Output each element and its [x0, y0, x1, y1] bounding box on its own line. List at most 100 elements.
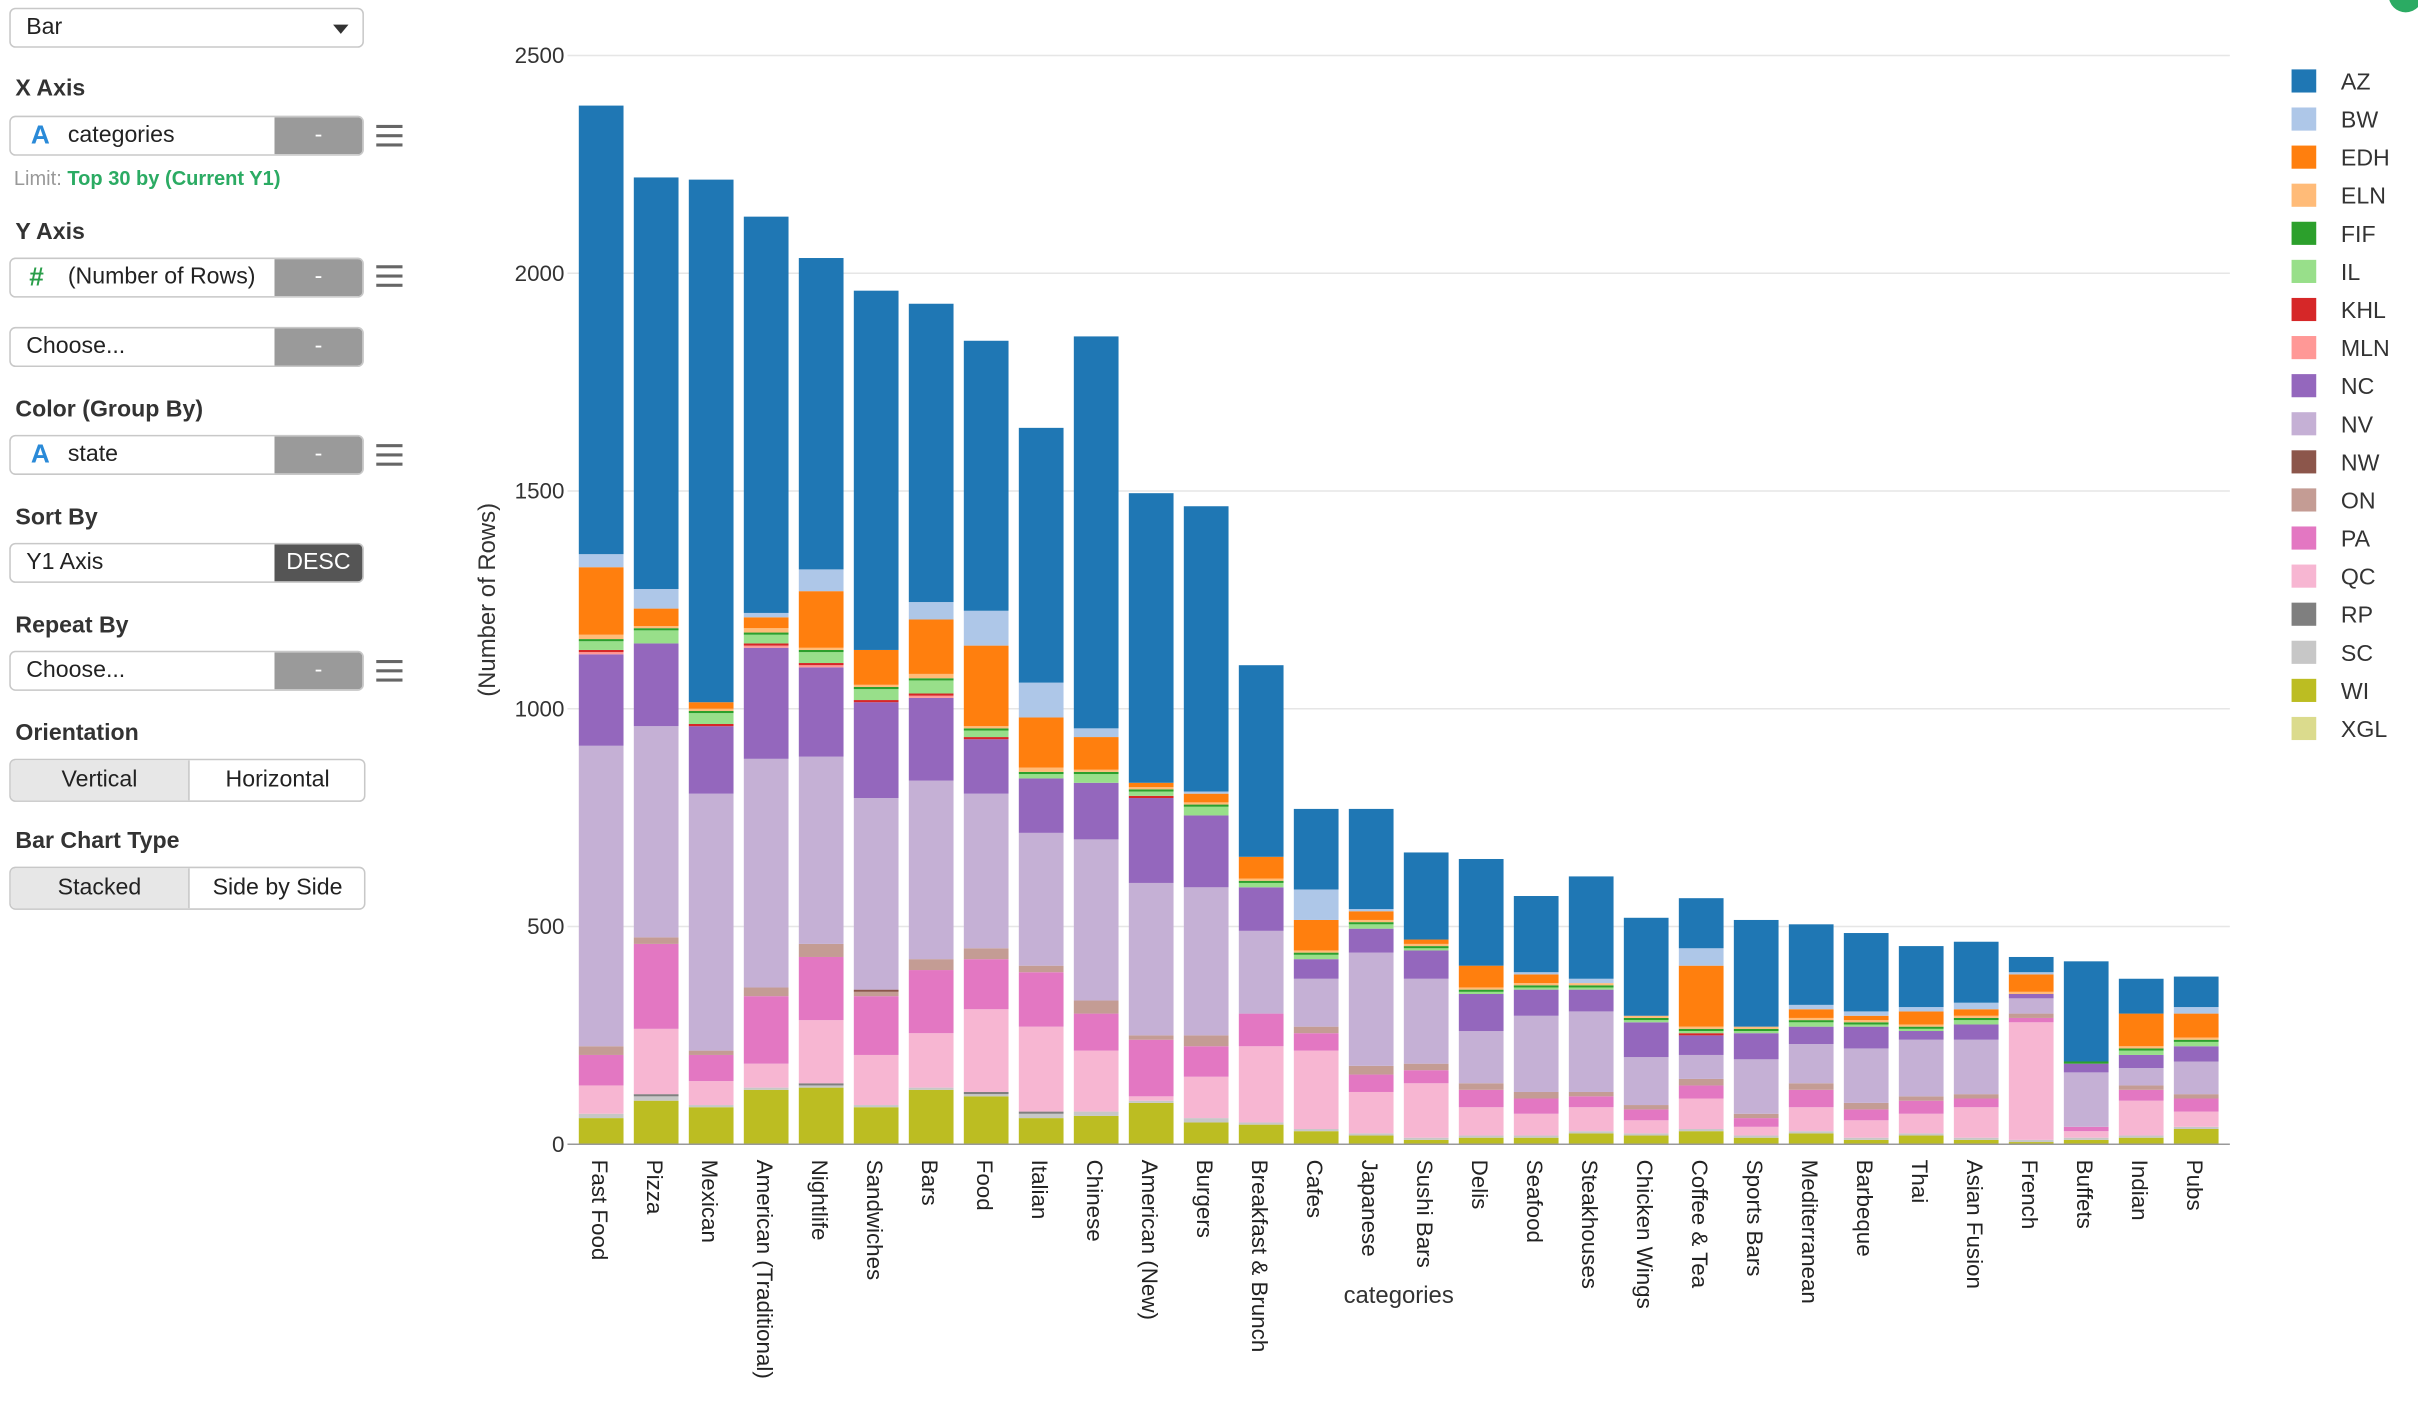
bar-segment [1128, 1039, 1174, 1097]
bar-segment [1128, 787, 1174, 790]
bar-segment [2063, 1061, 2109, 1064]
bar-segment [853, 689, 899, 701]
bar-segment [2173, 1061, 2219, 1095]
bar-type-stacked-option[interactable]: Stacked [10, 868, 190, 909]
bar-segment [2008, 998, 2054, 1014]
bar-segment [2173, 1128, 2219, 1145]
status-indicator [2388, 0, 2418, 13]
bar-type-side-by-side-option[interactable]: Side by Side [212, 874, 343, 901]
bar-segment [2173, 1041, 2219, 1047]
bar-segment [1238, 882, 1284, 888]
sort-order-button[interactable]: DESC [274, 544, 363, 582]
bar-segment [1953, 1094, 1999, 1099]
color-field-select[interactable]: A state - [9, 434, 364, 475]
bar-segment [963, 645, 1009, 727]
bar-segment [1073, 1013, 1119, 1051]
bar-segment [2173, 1037, 2219, 1040]
x-tick-label: Chicken Wings [1632, 1160, 1657, 1309]
bar-segment [688, 726, 734, 794]
x-tick-label: Sushi Bars [1412, 1160, 1437, 1268]
bar-segment [1018, 771, 1064, 775]
repeat-remove-button[interactable]: - [274, 652, 363, 690]
bar-segment [2118, 1085, 2164, 1090]
x-axis-title: X Axis [15, 75, 86, 102]
bar-segment [798, 649, 844, 653]
bar-segment [1513, 974, 1559, 984]
bar-segment [1788, 1107, 1834, 1132]
bar-segment [2173, 1126, 2219, 1129]
bar-segment [908, 673, 954, 679]
bar-segment [1733, 1033, 1779, 1060]
bar-segment [1293, 950, 1339, 953]
bar-segment [1348, 952, 1394, 1066]
y-axis-title: Y Axis [15, 218, 85, 246]
y-axis-remove-button[interactable]: - [274, 259, 363, 297]
bar-segment [1788, 1133, 1834, 1145]
bar-segment [1403, 939, 1449, 944]
x-tick-label: Japanese [1357, 1160, 1382, 1257]
bar-segment [743, 612, 789, 618]
repeat-field-select[interactable]: Choose... - [9, 650, 364, 691]
y-axis-second-select[interactable]: Choose... - [9, 326, 364, 368]
bar-segment [963, 739, 1009, 794]
x-axis-limit[interactable]: Limit: Top 30 by (Current Y1) [14, 167, 281, 190]
orientation-vertical-option[interactable]: Vertical [10, 760, 190, 801]
bar-segment [908, 780, 954, 960]
bar-segment [1348, 924, 1394, 929]
bar-segment [2173, 1013, 2219, 1038]
bar-segment [1568, 1133, 1614, 1145]
bar-segment [1238, 878, 1284, 881]
bar-segment [1128, 493, 1174, 783]
bar-segment [578, 634, 624, 640]
bar-segment [908, 678, 954, 681]
x-tick-label: Breakfast & Brunch [1247, 1160, 1272, 1353]
bar-segment [1018, 717, 1064, 768]
bar-segment [743, 617, 789, 629]
bar-segment [1073, 1000, 1119, 1014]
sort-field-select[interactable]: Y1 Axis DESC [9, 542, 364, 583]
bar-segment [1018, 1111, 1064, 1114]
bar-segment [1898, 1133, 1944, 1136]
x-axis-field-value: categories [67, 121, 175, 149]
chart-settings-panel: Bar X Axis A categories - Limit: Top 30 … [0, 0, 447, 1426]
limit-prefix: Limit: [13, 166, 62, 190]
bar-segment [1348, 1135, 1394, 1145]
x-axis-remove-button[interactable]: - [274, 117, 363, 155]
orientation-horizontal-option[interactable]: Horizontal [225, 766, 330, 793]
x-axis-field-select[interactable]: A categories - [9, 115, 364, 156]
bar-segment [963, 1009, 1009, 1092]
color-menu-icon[interactable] [376, 444, 403, 466]
y-axis-menu-icon[interactable] [376, 265, 403, 287]
bar-segment [2063, 1072, 2109, 1127]
bar-segment [963, 1091, 1009, 1095]
x-axis-menu-icon[interactable] [376, 124, 403, 147]
bar-segment [2008, 991, 2054, 994]
bar-segment [1018, 1118, 1064, 1145]
legend-label: IL [2341, 259, 2360, 285]
bar-segment [853, 798, 899, 990]
legend-label: PA [2341, 526, 2371, 552]
bar-segment [1073, 782, 1119, 840]
bar-segment [1403, 1139, 1449, 1145]
repeat-menu-icon[interactable] [376, 660, 403, 682]
bar-segment [1733, 1135, 1779, 1138]
bar-segment [1293, 1026, 1339, 1034]
bar-segment [1128, 798, 1174, 883]
bar-segment [853, 684, 899, 687]
bar-segment [1018, 767, 1064, 772]
bar-segment [798, 1085, 844, 1088]
bar-segment [1678, 1054, 1724, 1079]
bar-segment [1843, 1026, 1889, 1049]
legend-label: RP [2341, 602, 2373, 628]
chart-type-select[interactable]: Bar [9, 7, 364, 48]
y-axis-field-select[interactable]: # (Number of Rows) - [9, 257, 364, 298]
bar-segment [1953, 1015, 1999, 1018]
y-axis-second-remove-button[interactable]: - [274, 328, 363, 366]
bar-segment [1348, 1091, 1394, 1134]
bar-segment [1843, 1137, 1889, 1140]
bar-segment [2118, 1068, 2164, 1086]
color-remove-button[interactable]: - [274, 436, 363, 474]
bar-segment [1568, 876, 1614, 979]
bar-segment [578, 1085, 624, 1114]
